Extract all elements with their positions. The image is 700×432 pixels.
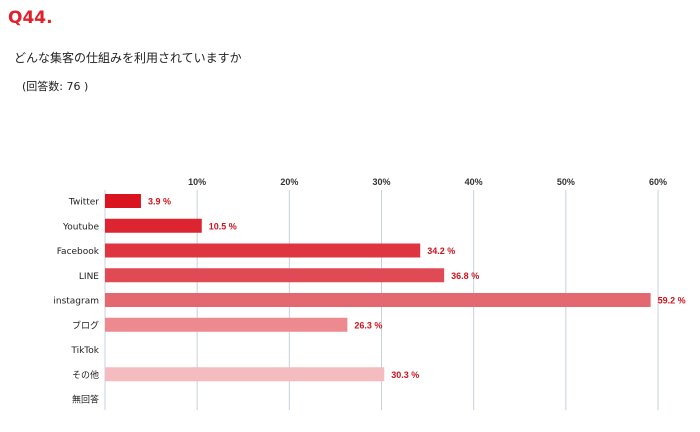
value-label: 3.9 % bbox=[148, 197, 171, 207]
x-tick-label: 50% bbox=[557, 177, 575, 187]
value-label: 34.2 % bbox=[427, 246, 455, 256]
x-tick-label: 10% bbox=[188, 177, 206, 187]
value-label: 10.5 % bbox=[209, 221, 237, 231]
answer-count: (回答数: 76 ) bbox=[22, 80, 89, 93]
value-label: 36.8 % bbox=[451, 271, 479, 281]
bar-3 bbox=[105, 268, 445, 283]
bar-5 bbox=[105, 317, 348, 332]
value-label: 30.3 % bbox=[391, 370, 419, 380]
question-number: Q44. bbox=[8, 8, 53, 28]
category-label: その他 bbox=[72, 369, 99, 381]
bar-2 bbox=[105, 243, 421, 258]
value-label: 26.3 % bbox=[354, 320, 382, 330]
value-label: 59.2 % bbox=[658, 296, 686, 306]
category-label: LINE bbox=[79, 272, 99, 282]
x-tick-label: 20% bbox=[280, 177, 298, 187]
bar-7 bbox=[105, 367, 385, 382]
bar-0 bbox=[105, 194, 141, 208]
category-label: 無回答 bbox=[72, 394, 99, 406]
question-text: どんな集客の仕組みを利用されていますか bbox=[14, 51, 242, 65]
category-label: Twitter bbox=[68, 198, 99, 208]
category-label: Facebook bbox=[57, 247, 100, 257]
category-label: Youtube bbox=[62, 222, 99, 232]
bar-1 bbox=[105, 218, 202, 233]
category-label: instagram bbox=[53, 297, 99, 307]
category-label: ブログ bbox=[72, 319, 99, 331]
bar-4 bbox=[105, 293, 651, 307]
x-tick-label: 30% bbox=[372, 177, 390, 187]
x-tick-label: 60% bbox=[649, 177, 667, 187]
category-label: TikTok bbox=[70, 346, 99, 356]
x-tick-label: 40% bbox=[465, 177, 483, 187]
